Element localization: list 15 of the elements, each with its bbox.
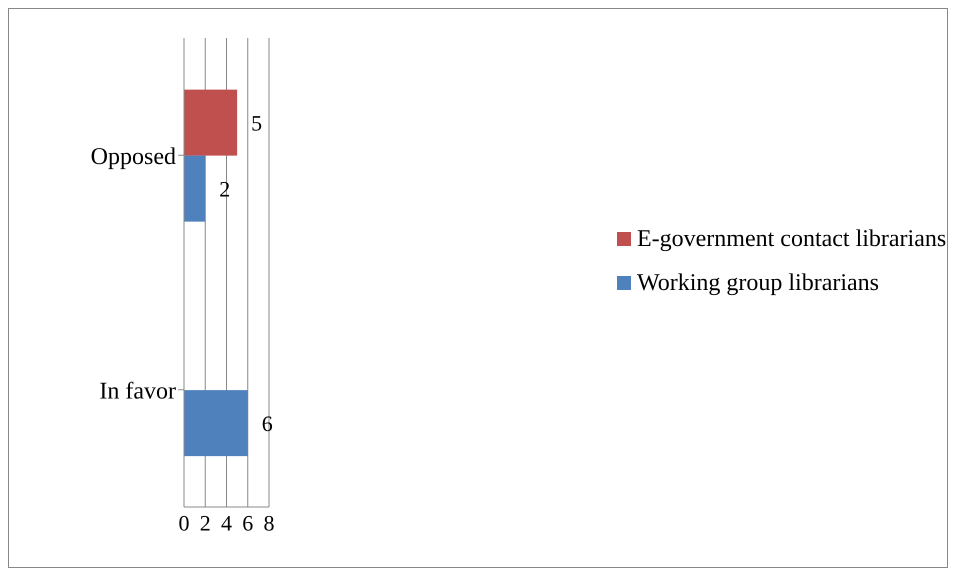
bar [184, 90, 238, 156]
x-tick-label: 4 [221, 510, 232, 536]
x-tick-label: 8 [264, 510, 274, 536]
x-tick-label: 6 [242, 510, 254, 536]
x-tick-label: 0 [178, 510, 190, 536]
bar [184, 390, 248, 456]
bar [184, 156, 206, 222]
data-label: 2 [219, 176, 230, 202]
y-tick-label: In favor [99, 378, 176, 404]
x-tick-label: 2 [200, 510, 211, 536]
legend-label: E-government contact librarians [637, 225, 946, 254]
legend-label: Working group librarians [637, 269, 880, 298]
data-label: 5 [251, 110, 262, 136]
y-tick-label: Opposed [90, 144, 176, 170]
data-label: 6 [262, 410, 273, 436]
